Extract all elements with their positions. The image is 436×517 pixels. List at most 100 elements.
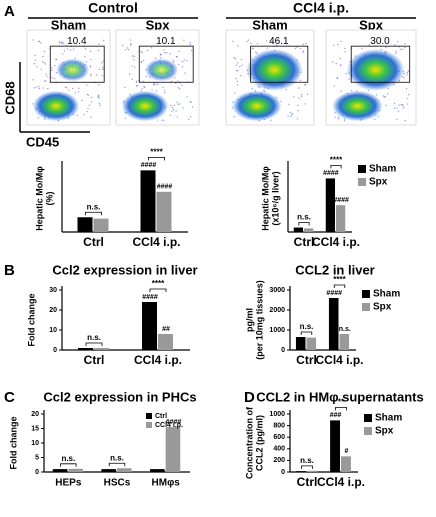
- legend-swatch: [362, 303, 370, 311]
- flow-dot: [98, 102, 100, 105]
- flow-dot: [161, 119, 163, 121]
- flow-dot: [302, 51, 304, 54]
- gate-value: 30.0: [370, 36, 390, 47]
- legend-label: Sham: [373, 289, 400, 300]
- flow-dot: [130, 43, 132, 45]
- flow-dot: [333, 44, 335, 47]
- comparison-bracket: [149, 288, 167, 292]
- flow-dot: [361, 47, 363, 50]
- flow-dot: [142, 80, 144, 82]
- flow-dot: [37, 40, 40, 43]
- flow-dot: [395, 52, 397, 55]
- flow-dot: [403, 76, 405, 79]
- comparison-label: ****: [330, 156, 343, 165]
- flow-dot: [300, 95, 303, 98]
- column-label: Spx: [359, 17, 384, 32]
- flow-dot: [86, 84, 88, 86]
- flow-dot: [406, 71, 409, 74]
- flow-dot: [102, 39, 105, 42]
- flow-dot: [375, 94, 378, 96]
- chart-title: Ccl2 expression in PHCs: [43, 389, 196, 404]
- flow-dot: [87, 94, 90, 97]
- x-tick-label: CCl4 i.p.: [315, 353, 363, 367]
- flow-dot: [170, 80, 173, 83]
- flow-dot: [171, 110, 173, 112]
- bar: [293, 227, 303, 232]
- flow-dot: [235, 64, 238, 66]
- flow-dot: [136, 80, 138, 82]
- flow-dot: [399, 48, 402, 51]
- x-tick-label: Ctrl: [297, 475, 318, 489]
- flow-dot: [393, 102, 396, 105]
- flow-dot: [141, 87, 143, 90]
- flow-dot: [42, 55, 44, 58]
- bar: [68, 468, 83, 472]
- flow-dot: [86, 93, 89, 96]
- x-tick-label: Ctrl: [84, 353, 105, 367]
- legend-label: Sham: [369, 164, 396, 175]
- comparison-label: n.s.: [61, 454, 75, 463]
- flow-dot: [339, 57, 341, 60]
- legend-label: Spx: [373, 302, 392, 313]
- flow-dot: [40, 68, 42, 71]
- flow-dot: [43, 50, 46, 53]
- bar: [339, 334, 350, 350]
- flow-dot: [164, 52, 166, 54]
- flow-dot: [127, 49, 130, 51]
- flow-dot: [336, 76, 339, 79]
- flow-dot: [350, 89, 353, 92]
- flow-dot: [406, 73, 408, 76]
- flow-dot: [189, 43, 191, 46]
- flow-dot: [126, 47, 129, 49]
- flow-dot: [343, 119, 346, 122]
- flow-dot: [297, 104, 299, 106]
- flow-dot: [78, 87, 80, 90]
- significance-label: ####: [326, 290, 342, 297]
- flow-dot: [263, 90, 265, 92]
- x-tick-label: CCl4 i.p.: [134, 353, 182, 367]
- flow-dot: [368, 44, 370, 46]
- flow-dot: [395, 50, 397, 52]
- flow-dot: [186, 60, 188, 62]
- flow-dot: [53, 77, 56, 80]
- y-tick-label: 0: [35, 469, 39, 476]
- flow-dot: [69, 49, 72, 51]
- comparison-label: **: [338, 397, 345, 406]
- flow-dot: [304, 103, 306, 105]
- flow-dot: [287, 115, 289, 117]
- flow-dot: [155, 83, 157, 85]
- flow-dot: [51, 69, 53, 71]
- flow-dot: [32, 39, 34, 41]
- flow-dot: [398, 104, 400, 107]
- flow-dot: [95, 74, 98, 76]
- legend-swatch: [146, 422, 152, 428]
- flow-dot: [348, 78, 350, 80]
- flow-dot: [163, 119, 165, 122]
- flow-dot: [236, 80, 238, 83]
- flow-dot: [38, 87, 41, 90]
- flow-dot: [240, 75, 242, 77]
- flow-dot: [90, 96, 93, 99]
- flow-dot: [76, 114, 79, 117]
- flow-dot: [175, 82, 177, 84]
- flow-dot: [401, 104, 404, 106]
- flow-dot: [177, 86, 180, 89]
- flow-dot: [266, 47, 268, 49]
- comparison-bracket: [298, 222, 310, 226]
- flow-dot: [299, 47, 302, 50]
- flow-dot: [396, 107, 398, 109]
- comparison-bracket: [85, 211, 102, 216]
- flow-dot: [236, 84, 239, 86]
- flow-dot: [345, 72, 347, 75]
- flow-dot: [77, 91, 80, 93]
- flow-dot: [291, 112, 294, 115]
- bar: [142, 302, 157, 350]
- y-tick-label: 1000: [269, 327, 285, 334]
- flow-dot: [98, 68, 101, 71]
- bar: [156, 191, 172, 232]
- flow-dot: [246, 40, 248, 43]
- bar: [93, 218, 109, 232]
- significance-label: ###: [330, 412, 342, 419]
- bar: [307, 470, 317, 472]
- flow-dot: [84, 48, 87, 50]
